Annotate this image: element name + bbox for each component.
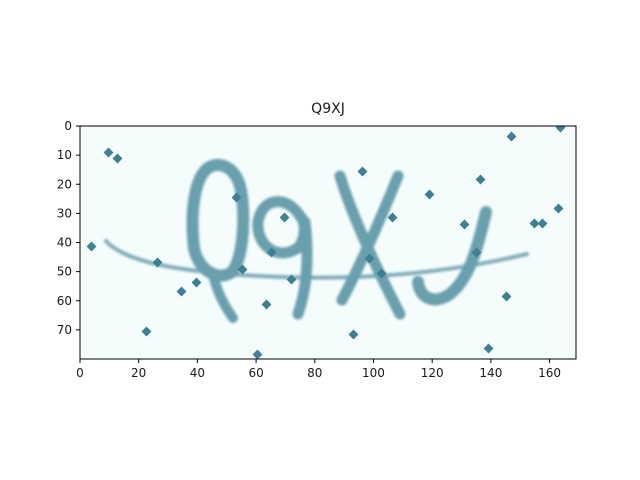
noise-dot bbox=[506, 131, 517, 142]
y-tick-label: 0 bbox=[64, 119, 72, 133]
noise-dot bbox=[357, 166, 368, 177]
noise-dot bbox=[231, 192, 242, 203]
x-tick-label: 140 bbox=[479, 366, 502, 380]
noise-dot bbox=[471, 247, 482, 258]
y-tick-label: 30 bbox=[57, 206, 72, 220]
noise-dot bbox=[266, 247, 277, 258]
noise-curve bbox=[104, 239, 529, 280]
x-tick-label: 60 bbox=[248, 366, 263, 380]
noise-dot bbox=[261, 299, 272, 310]
noise-dot bbox=[279, 212, 290, 223]
glyph-x-b bbox=[336, 170, 404, 306]
y-tick-label: 70 bbox=[57, 323, 72, 337]
noise-dot bbox=[529, 218, 540, 229]
noise-dot bbox=[176, 286, 187, 297]
y-tick-label: 50 bbox=[57, 265, 72, 279]
noise-dot bbox=[237, 264, 248, 275]
y-tick-label: 60 bbox=[57, 294, 72, 308]
y-tick-label: 40 bbox=[57, 236, 72, 250]
y-axis: 0 10 20 30 40 50 60 70 bbox=[57, 119, 80, 337]
noise-dot bbox=[141, 326, 152, 337]
captcha-image bbox=[86, 126, 566, 359]
noise-dot bbox=[475, 174, 486, 185]
noise-dot bbox=[191, 277, 202, 288]
x-tick-label: 0 bbox=[76, 366, 84, 380]
x-tick-label: 100 bbox=[362, 366, 385, 380]
x-tick-label: 80 bbox=[307, 366, 322, 380]
x-axis: 0 20 40 60 80 100 120 140 160 bbox=[76, 359, 561, 380]
captcha-image-background bbox=[80, 126, 576, 359]
plot-title: Q9XJ bbox=[311, 101, 345, 117]
noise-dot bbox=[459, 219, 470, 230]
noise-dot bbox=[553, 203, 564, 214]
y-tick-label: 10 bbox=[57, 148, 72, 162]
noise-dot bbox=[537, 218, 548, 229]
noise-dot bbox=[555, 126, 566, 133]
x-tick-label: 20 bbox=[131, 366, 146, 380]
noise-dot bbox=[501, 291, 512, 302]
noise-dot bbox=[103, 147, 114, 158]
noise-dot bbox=[387, 212, 398, 223]
noise-dot bbox=[86, 241, 97, 252]
noise-dot bbox=[252, 349, 263, 359]
noise-dot bbox=[376, 268, 387, 279]
glyph-j bbox=[412, 206, 492, 306]
noise-dots bbox=[86, 126, 566, 359]
noise-dot bbox=[152, 257, 163, 268]
noise-dot bbox=[424, 189, 435, 200]
glyph-9-stem bbox=[292, 216, 313, 320]
noise-dot bbox=[483, 343, 494, 354]
y-tick-label: 20 bbox=[57, 177, 72, 191]
x-tick-label: 160 bbox=[538, 366, 561, 380]
x-tick-label: 40 bbox=[190, 366, 205, 380]
glyph-q-tail bbox=[209, 273, 238, 323]
noise-dot bbox=[286, 274, 297, 285]
noise-dot bbox=[112, 153, 123, 164]
noise-dot bbox=[348, 329, 359, 340]
x-tick-label: 120 bbox=[421, 366, 444, 380]
glyph-q bbox=[186, 158, 250, 282]
